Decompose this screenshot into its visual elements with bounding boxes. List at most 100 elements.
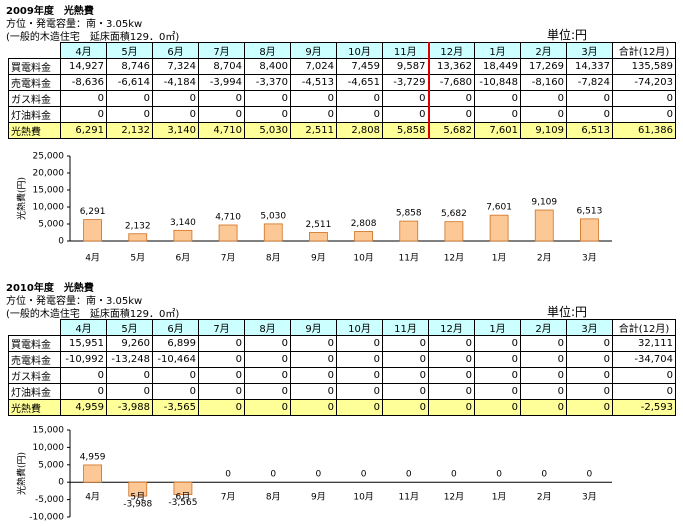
cell: 0	[152, 106, 199, 123]
x-tick-label: 8月	[266, 492, 281, 503]
header-cell: 9月	[290, 42, 337, 59]
cell: -10,992	[60, 351, 107, 368]
header-cell: 2月	[520, 319, 567, 336]
table-row: 買電料金 14,927 8,746 7,324 8,704 8,400 7,024 7,459…	[8, 58, 676, 75]
cell: 0	[106, 90, 153, 107]
table-row: 売電料金 -8,636 -6,614 -4,184 -3,994 -3,370 -4,513…	[8, 74, 676, 91]
data-label: -3,565	[168, 498, 197, 508]
table-row: ガス料金 0 0 0 0 0 0 0 0 0 0 0 0 0	[8, 90, 676, 107]
bar	[83, 464, 102, 483]
data-label: 6,291	[80, 207, 106, 217]
header-cell: 12月	[428, 319, 475, 336]
row-label: 灯油料金	[8, 383, 61, 400]
note: (一般的木造住宅 延床面積129．0㎡)	[6, 309, 180, 320]
bar	[444, 221, 464, 242]
cell: 0	[290, 335, 337, 352]
data-label: 4,959	[80, 452, 106, 462]
cell: 0	[520, 351, 567, 368]
data-label: 2,132	[125, 221, 151, 231]
cell: 0	[566, 90, 613, 107]
bar	[83, 219, 102, 242]
cell: 0	[198, 399, 245, 416]
cell: 4,959	[60, 399, 107, 416]
cell: 0	[520, 106, 567, 123]
x-tick-label: 11月	[399, 492, 419, 503]
cell: 14,337	[566, 58, 613, 75]
header-cell: 合計(12月)	[612, 42, 676, 59]
cell: 3,140	[152, 122, 199, 139]
cell: 0	[382, 90, 429, 107]
table-row: ガス料金 0 0 0 0 0 0 0 0 0 0 0 0 0	[8, 367, 676, 384]
cell: 0	[382, 399, 429, 416]
cell: 0	[474, 90, 521, 107]
cell: 0	[336, 90, 383, 107]
x-tick-label: 3月	[582, 492, 597, 503]
header-cell: 1月	[474, 319, 521, 336]
table-row: 光熱費 6,291 2,132 3,140 4,710 5,030 2,511 2,808 5,…	[8, 122, 676, 139]
cell: 17,269	[520, 58, 567, 75]
cell: 6,291	[60, 122, 107, 139]
cell: 0	[336, 351, 383, 368]
cell: 0	[428, 399, 475, 416]
row-label: 売電料金	[8, 74, 61, 91]
table-row: 灯油料金 0 0 0 0 0 0 0 0 0 0 0 0 0	[8, 383, 676, 400]
cell: -3,994	[198, 74, 245, 91]
cell: -3,370	[244, 74, 291, 91]
data-label: 5,858	[396, 209, 422, 219]
header-cell: 6月	[152, 42, 199, 59]
cell: 0	[612, 90, 676, 107]
data-label: 0	[361, 470, 367, 480]
data-label: 5,682	[441, 209, 467, 219]
bar	[580, 218, 599, 242]
cell: 0	[428, 367, 475, 384]
x-tick-label: 11月	[399, 253, 419, 264]
bar	[128, 481, 148, 497]
header-cell: 11月	[382, 42, 429, 59]
cell: 0	[520, 399, 567, 416]
cell: 9,109	[520, 122, 567, 139]
row-label: 灯油料金	[8, 106, 61, 123]
cell: -3,988	[106, 399, 153, 416]
cell: 0	[566, 335, 613, 352]
cell: 7,459	[336, 58, 383, 75]
table-row: 光熱費 4,959 -3,988 -3,565 0 0 0 0 0 0 0 0 0 -2,593	[8, 399, 676, 416]
x-tick-label: 4月	[85, 492, 100, 503]
cell: 0	[566, 399, 613, 416]
cell: 0	[428, 351, 475, 368]
y-tick-label: 5,000	[38, 220, 64, 230]
cell: 2,808	[336, 122, 383, 139]
cell: 6,899	[152, 335, 199, 352]
cell: 5,030	[244, 122, 291, 139]
x-tick-label: 6月	[176, 253, 191, 264]
x-tick-label: 1月	[492, 253, 507, 264]
header-cell: 10月	[336, 42, 383, 59]
cell: 0	[60, 367, 107, 384]
cell: 7,324	[152, 58, 199, 75]
cell: 0	[474, 383, 521, 400]
cell: 0	[382, 383, 429, 400]
cell: 0	[566, 106, 613, 123]
bar	[263, 223, 283, 242]
header-cell: 6月	[152, 319, 199, 336]
table-row: 灯油料金 0 0 0 0 0 0 0 0 0 0 0 0 0	[8, 106, 676, 123]
y-tick-label: 5,000	[38, 460, 64, 470]
header-cell: 8月	[244, 319, 291, 336]
cell: 32,111	[612, 335, 676, 352]
y-tick-label: -10,000	[29, 513, 64, 523]
cell: -7,680	[427, 74, 475, 91]
header-cell: 4月	[60, 42, 107, 59]
cell: 0	[152, 383, 199, 400]
x-tick-label: 9月	[311, 253, 326, 264]
cell: 0	[612, 106, 676, 123]
cell: 0	[244, 383, 291, 400]
data-label: 9,109	[531, 198, 557, 208]
header-cell: 7月	[198, 42, 245, 59]
header-cell: 4月	[60, 319, 107, 336]
cell: 9,260	[106, 335, 153, 352]
cell: 0	[244, 367, 291, 384]
data-table: 4月 5月 6月 7月 8月 9月 10月 11月 12月 1月 2月 3月 合計(12月) 買電料金 14…	[8, 42, 676, 139]
bar	[173, 229, 193, 242]
subtitle: 方位・発電容量：南・3.05kw	[6, 19, 143, 30]
x-tick-label: 1月	[492, 492, 507, 503]
header-cell: 8月	[244, 42, 291, 59]
